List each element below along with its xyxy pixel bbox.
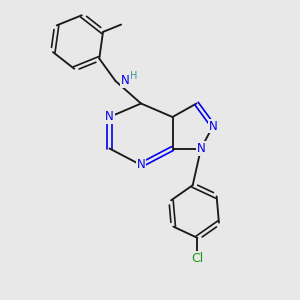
Text: N: N (208, 119, 217, 133)
Text: N: N (105, 110, 114, 124)
Text: H: H (130, 70, 137, 81)
Text: N: N (136, 158, 146, 172)
Text: N: N (121, 74, 130, 88)
Text: Cl: Cl (191, 252, 203, 265)
Text: N: N (196, 142, 206, 155)
